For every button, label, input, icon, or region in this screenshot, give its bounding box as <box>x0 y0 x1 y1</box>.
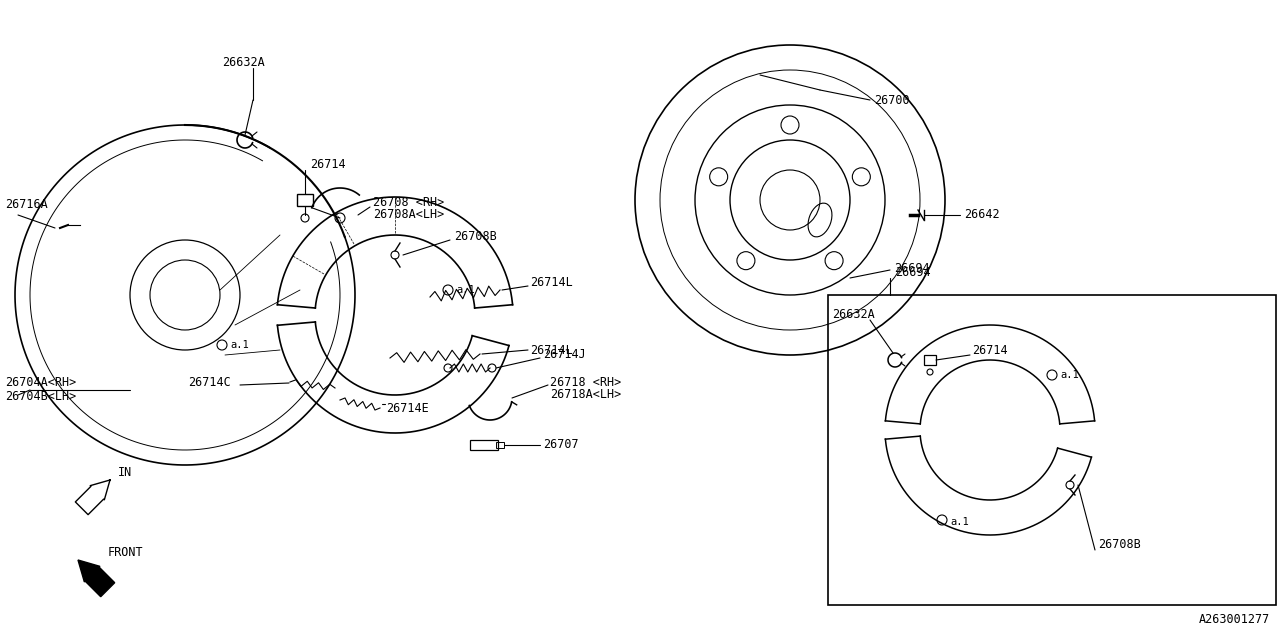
Text: 26718 <RH>: 26718 <RH> <box>550 376 621 388</box>
Text: 26708B: 26708B <box>454 230 497 243</box>
Text: 26707: 26707 <box>543 438 579 451</box>
Bar <box>297 194 314 206</box>
Text: 26704A<RH>: 26704A<RH> <box>5 376 77 390</box>
Text: 26718A<LH>: 26718A<LH> <box>550 388 621 401</box>
Bar <box>497 442 504 448</box>
Text: 26714: 26714 <box>972 344 1007 356</box>
Text: 26704B<LH>: 26704B<LH> <box>5 390 77 403</box>
Text: 26714C: 26714C <box>188 376 230 388</box>
Text: 26708 <RH>: 26708 <RH> <box>372 195 444 209</box>
Text: 26632A: 26632A <box>832 308 874 321</box>
Text: 26632A: 26632A <box>221 56 265 68</box>
Text: 26716A: 26716A <box>5 198 47 211</box>
Text: 26714E: 26714E <box>387 401 429 415</box>
Text: 26714L: 26714L <box>530 344 572 356</box>
Text: 26642: 26642 <box>964 209 1000 221</box>
Polygon shape <box>78 560 115 596</box>
Text: 26700: 26700 <box>874 93 910 106</box>
Text: 26708B: 26708B <box>1098 538 1140 552</box>
Bar <box>828 295 1276 605</box>
Text: 26714L: 26714L <box>530 275 572 289</box>
Text: A263001277: A263001277 <box>1199 613 1270 626</box>
Text: a.1: a.1 <box>950 517 969 527</box>
Text: a.1: a.1 <box>1060 370 1079 380</box>
Text: 26694: 26694 <box>893 262 929 275</box>
Text: FRONT: FRONT <box>108 547 143 559</box>
Text: IN: IN <box>118 465 132 479</box>
Bar <box>924 355 936 365</box>
Bar <box>470 440 498 450</box>
Text: 26694: 26694 <box>895 266 931 280</box>
Text: a.1: a.1 <box>230 340 248 350</box>
Text: 26708A<LH>: 26708A<LH> <box>372 209 444 221</box>
Text: a.1: a.1 <box>456 285 475 295</box>
Text: 26714: 26714 <box>310 159 346 172</box>
Text: 26714J: 26714J <box>543 349 586 362</box>
